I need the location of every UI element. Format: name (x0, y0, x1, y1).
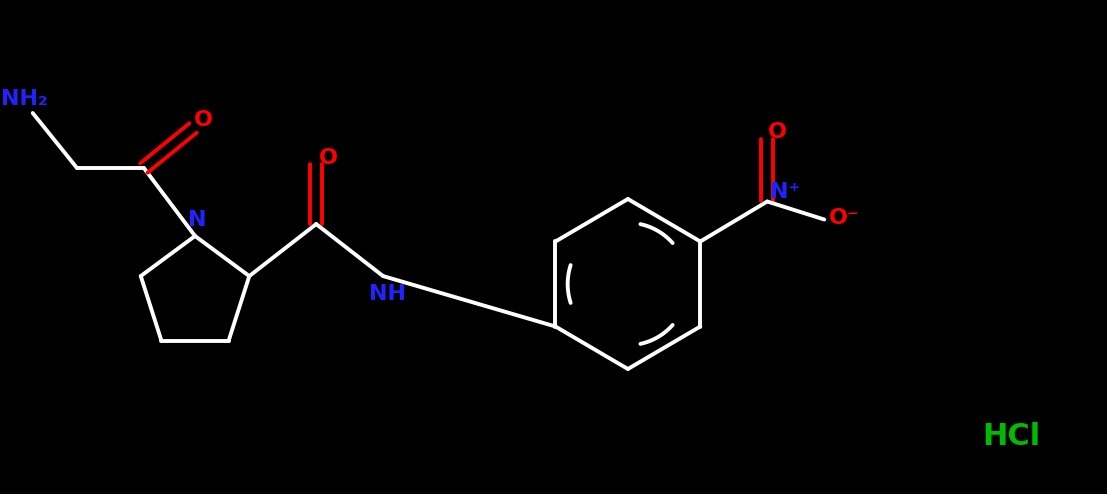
Text: N: N (188, 210, 206, 230)
Text: HCl: HCl (982, 421, 1041, 451)
Text: O: O (319, 148, 338, 168)
Text: N⁺: N⁺ (769, 181, 800, 202)
Text: O: O (194, 110, 213, 130)
Text: NH: NH (369, 284, 405, 304)
Text: NH₂: NH₂ (1, 89, 49, 109)
Text: O⁻: O⁻ (828, 207, 859, 228)
Text: O: O (767, 122, 787, 141)
